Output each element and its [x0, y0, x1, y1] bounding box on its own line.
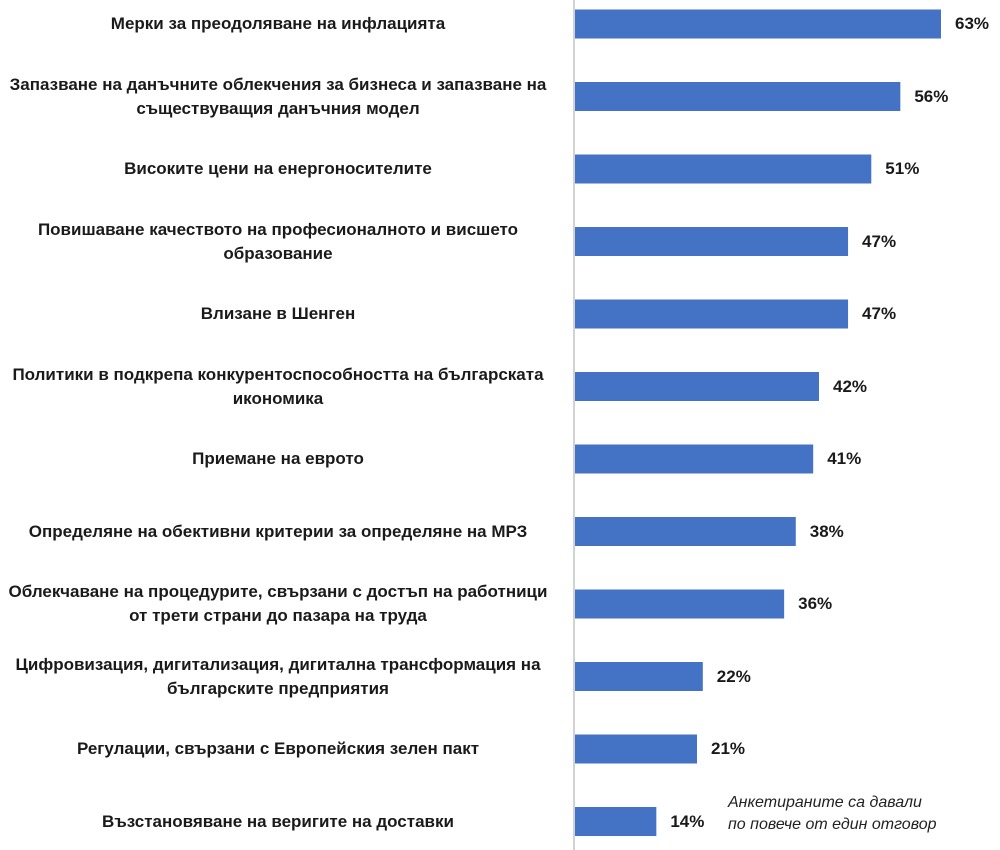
category-label: Регулации, свързани с Европейския зелен … [76, 739, 480, 758]
value-label: 56% [914, 86, 949, 106]
bar [575, 589, 785, 619]
bar [575, 517, 796, 546]
bar [575, 9, 941, 39]
value-label: 51% [885, 159, 920, 178]
category-label: Цифровизация, дигитализация, дигитална т… [15, 654, 541, 698]
value-label: 41% [827, 449, 862, 468]
value-label: 42% [833, 376, 868, 396]
bar [575, 662, 703, 691]
category-label: Високите цени на енергоносителите [124, 159, 432, 178]
category-label: Облекчаване на процедурите, свързани с д… [8, 582, 548, 625]
value-label: 38% [809, 521, 844, 541]
chart-note: Анкетираните са давали по повече от един… [728, 794, 937, 833]
bar [575, 154, 872, 184]
value-label: 22% [716, 666, 751, 686]
value-label: 63% [955, 14, 990, 33]
category-label: Запазване на данъчните облекчения за биз… [9, 74, 547, 118]
bar [575, 372, 819, 401]
bar [575, 444, 814, 474]
value-label: 47% [862, 304, 897, 323]
value-label: 14% [670, 811, 705, 831]
category-label: Мерки за преодоляване на инфлацията [110, 14, 446, 33]
value-label: 47% [862, 231, 897, 251]
category-label: Възстановяване на веригите на доставки [102, 811, 454, 831]
bar [575, 227, 849, 256]
bar [575, 82, 901, 111]
category-label: Повишаване качеството на професионалното… [37, 219, 519, 263]
value-label: 36% [798, 594, 833, 613]
category-label: Приемане на еврото [192, 449, 364, 468]
bar [575, 734, 697, 764]
category-label: Определяне на обективни критерии за опре… [28, 521, 528, 541]
category-label: Влизане в Шенген [200, 304, 356, 323]
bar [575, 299, 849, 329]
category-label: Политики в подкрепа конкурентоспособност… [12, 364, 544, 408]
value-label: 21% [711, 739, 746, 758]
bar [575, 807, 657, 836]
